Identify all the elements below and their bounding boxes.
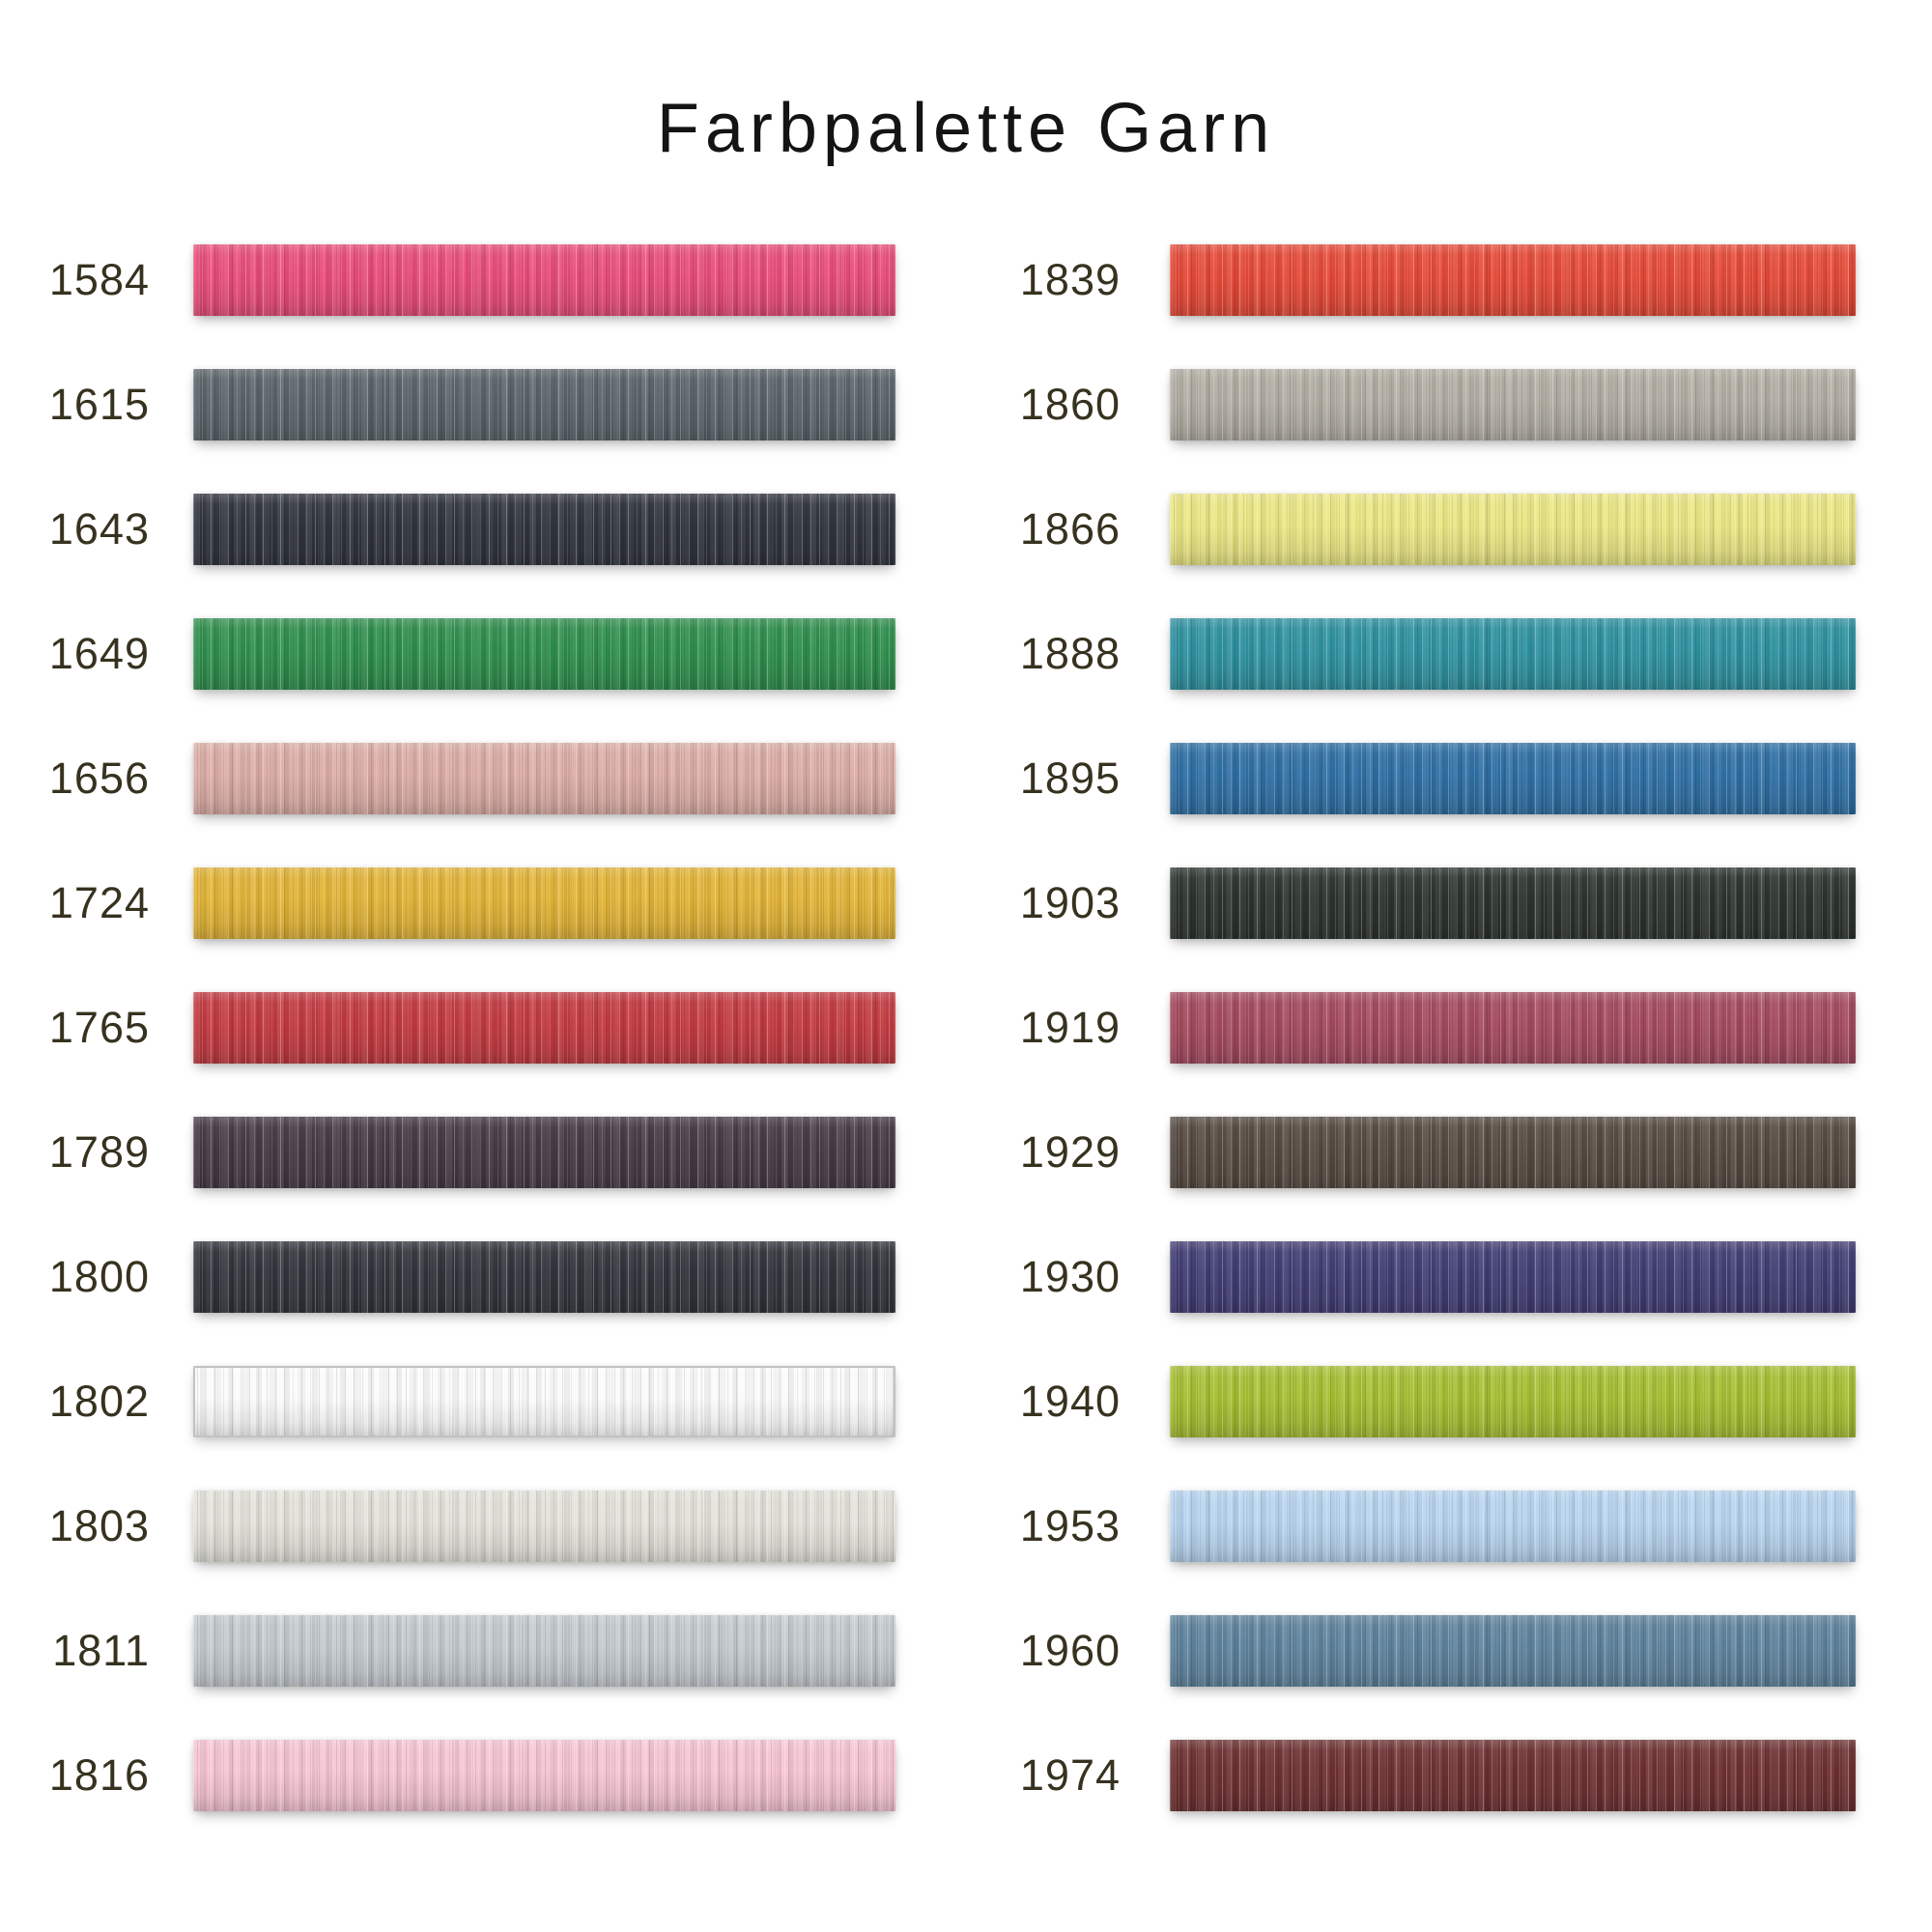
yarn-swatch — [1170, 1490, 1856, 1562]
swatch-row: 1803 — [0, 1463, 895, 1588]
color-code-label: 1724 — [48, 878, 150, 927]
color-code-label: 1919 — [1019, 1003, 1121, 1052]
color-code-label: 1800 — [48, 1252, 150, 1301]
swatch-row: 1724 — [0, 840, 895, 965]
swatch-row: 1930 — [966, 1214, 1856, 1339]
swatch-row: 1919 — [966, 965, 1856, 1090]
color-code-label: 1903 — [1019, 878, 1121, 927]
yarn-swatch — [1170, 368, 1856, 440]
swatch-row: 1940 — [966, 1339, 1856, 1463]
color-code-label: 1615 — [48, 380, 150, 429]
color-code-label: 1643 — [48, 504, 150, 554]
swatch-row: 1903 — [966, 840, 1856, 965]
yarn-swatch — [1170, 1739, 1856, 1811]
yarn-swatch — [1170, 1240, 1856, 1313]
color-code-label: 1940 — [1019, 1377, 1121, 1426]
yarn-swatch — [1170, 991, 1856, 1064]
color-code-label: 1960 — [1019, 1626, 1121, 1675]
swatch-row: 1643 — [0, 467, 895, 591]
swatch-row: 1960 — [966, 1588, 1856, 1713]
color-code-label: 1789 — [48, 1127, 150, 1177]
yarn-swatch — [193, 867, 895, 939]
yarn-swatch — [1170, 617, 1856, 690]
swatch-row: 1615 — [0, 342, 895, 467]
swatch-row: 1839 — [966, 217, 1856, 342]
swatch-row: 1802 — [0, 1339, 895, 1463]
yarn-swatch — [193, 493, 895, 565]
swatch-row: 1800 — [0, 1214, 895, 1339]
swatch-row: 1584 — [0, 217, 895, 342]
swatch-row: 1860 — [966, 342, 1856, 467]
yarn-swatch — [193, 1365, 895, 1437]
yarn-swatch — [193, 617, 895, 690]
swatch-row: 1811 — [0, 1588, 895, 1713]
swatch-row: 1953 — [966, 1463, 1856, 1588]
yarn-swatch — [193, 1739, 895, 1811]
swatch-row: 1974 — [966, 1713, 1856, 1837]
swatch-row: 1656 — [0, 716, 895, 840]
swatch-row: 1789 — [0, 1090, 895, 1214]
color-code-label: 1584 — [48, 255, 150, 304]
right-column: 1839 1860 1866 1888 1895 1903 1919 1929 … — [966, 217, 1856, 1837]
color-code-label: 1656 — [48, 753, 150, 803]
page-title: Farbpalette Garn — [656, 90, 1276, 167]
swatch-row: 1649 — [0, 591, 895, 716]
yarn-swatch — [193, 368, 895, 440]
color-code-label: 1802 — [48, 1377, 150, 1426]
color-code-label: 1765 — [48, 1003, 150, 1052]
yarn-swatch — [1170, 1365, 1856, 1437]
yarn-swatch — [1170, 742, 1856, 814]
swatch-row: 1929 — [966, 1090, 1856, 1214]
yarn-swatch — [193, 1240, 895, 1313]
yarn-swatch — [193, 1490, 895, 1562]
yarn-swatch — [193, 243, 895, 316]
color-code-label: 1816 — [48, 1750, 150, 1800]
swatch-row: 1816 — [0, 1713, 895, 1837]
color-code-label: 1811 — [52, 1626, 150, 1675]
color-code-label: 1866 — [1019, 504, 1121, 554]
yarn-swatch — [1170, 867, 1856, 939]
color-code-label: 1839 — [1019, 255, 1121, 304]
yarn-swatch — [193, 991, 895, 1064]
color-code-label: 1803 — [48, 1501, 150, 1550]
yarn-swatch — [193, 1614, 895, 1687]
yarn-swatch — [1170, 243, 1856, 316]
color-code-label: 1888 — [1019, 629, 1121, 678]
swatch-row: 1888 — [966, 591, 1856, 716]
swatch-row: 1895 — [966, 716, 1856, 840]
left-column: 1584 1615 1643 1649 1656 1724 1765 1789 … — [0, 217, 895, 1837]
yarn-swatch — [1170, 1116, 1856, 1188]
color-code-label: 1930 — [1019, 1252, 1121, 1301]
yarn-swatch — [193, 1116, 895, 1188]
color-code-label: 1649 — [48, 629, 150, 678]
color-code-label: 1860 — [1019, 380, 1121, 429]
swatch-row: 1866 — [966, 467, 1856, 591]
yarn-swatch — [1170, 493, 1856, 565]
yarn-swatch — [193, 742, 895, 814]
yarn-swatch — [1170, 1614, 1856, 1687]
color-code-label: 1953 — [1019, 1501, 1121, 1550]
color-code-label: 1895 — [1019, 753, 1121, 803]
swatch-row: 1765 — [0, 965, 895, 1090]
color-code-label: 1929 — [1019, 1127, 1121, 1177]
color-code-label: 1974 — [1019, 1750, 1121, 1800]
